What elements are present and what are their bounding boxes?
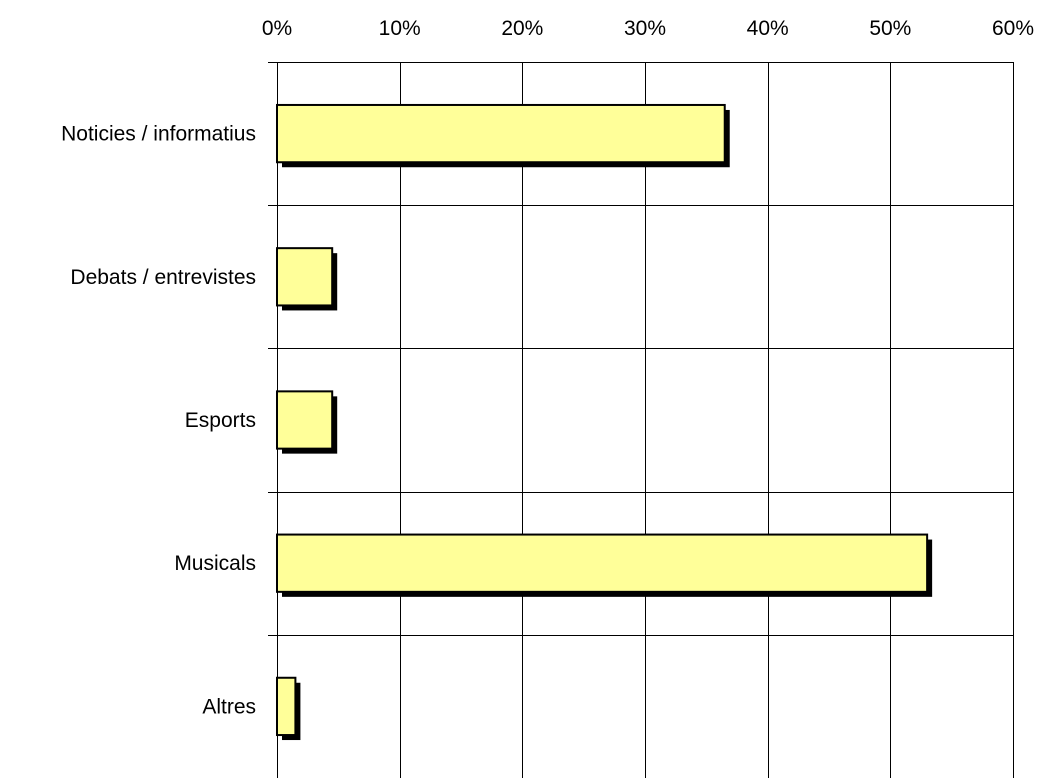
tick-labels-layer: 0% 10% 20% 30% 40% 50% 60% bbox=[262, 17, 1034, 40]
bar bbox=[276, 390, 334, 450]
category-label: Altres bbox=[202, 695, 256, 718]
category-labels-layer: Noticies / informatius Debats / entrevist… bbox=[61, 123, 256, 719]
bars-layer bbox=[276, 103, 933, 741]
x-tick-label: 0% bbox=[262, 17, 292, 40]
category-label: Esports bbox=[185, 409, 256, 432]
category-label: Debats / entrevistes bbox=[70, 266, 256, 289]
x-tick-label: 50% bbox=[869, 17, 911, 40]
x-tick-label: 30% bbox=[624, 17, 666, 40]
x-tick-label: 10% bbox=[379, 17, 421, 40]
category-label: Noticies / informatius bbox=[61, 123, 256, 146]
bar bbox=[276, 533, 929, 593]
bar bbox=[276, 247, 334, 307]
x-tick-label: 40% bbox=[747, 17, 789, 40]
category-label: Musicals bbox=[174, 552, 256, 575]
bar bbox=[276, 676, 297, 737]
x-tick-label: 60% bbox=[992, 17, 1034, 40]
grid-layer bbox=[268, 62, 1014, 778]
x-tick-label: 20% bbox=[501, 17, 543, 40]
bar bbox=[276, 103, 726, 164]
